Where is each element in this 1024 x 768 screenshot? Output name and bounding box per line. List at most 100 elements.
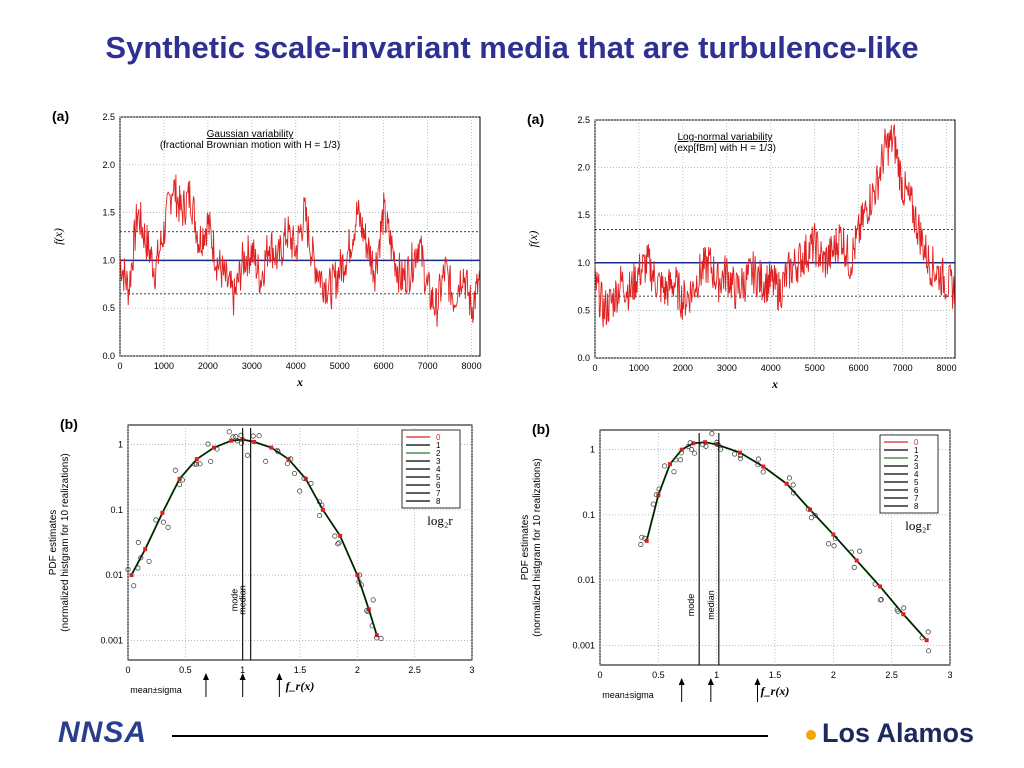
- data-point-marker: [925, 629, 931, 635]
- vline-label-mode: mode: [230, 589, 240, 612]
- data-point-marker: [138, 555, 144, 561]
- data-point-marker: [250, 433, 256, 439]
- data-point-marker: [332, 533, 338, 539]
- data-point-marker: [662, 463, 668, 469]
- data-point-marker: [901, 605, 907, 611]
- x-tick-label: 2000: [198, 361, 218, 371]
- data-point-red: [679, 447, 684, 452]
- y-axis-label: f(x): [51, 228, 65, 245]
- sigma-arrowhead: [239, 673, 246, 680]
- vline-label-median: median: [706, 590, 716, 620]
- y-tick-label: 0.1: [582, 510, 595, 520]
- y-axis-label: PDF estimates: [520, 515, 531, 581]
- x-tick-label: 1: [714, 670, 719, 680]
- x-tick-label: 3: [947, 670, 952, 680]
- data-point-marker: [760, 469, 766, 475]
- data-point-red: [303, 476, 308, 481]
- x-tick-label: 0.5: [179, 665, 192, 675]
- x-tick-label: 0.5: [652, 670, 665, 680]
- data-point-red: [831, 532, 836, 537]
- x-tick-label: 7000: [418, 361, 438, 371]
- data-point-marker: [153, 517, 159, 523]
- legend-label: 1: [436, 441, 441, 450]
- y-axis-label-sub: (normalized histgram for 10 realizations…: [532, 458, 543, 636]
- legend-label: 2: [914, 454, 919, 463]
- los-alamos-dot-icon: [806, 729, 816, 740]
- y-tick-label: 0.001: [572, 640, 595, 650]
- data-point-marker: [336, 540, 342, 546]
- x-axis-label: x: [296, 375, 303, 389]
- legend-label: 5: [436, 473, 441, 482]
- data-point-marker: [857, 548, 863, 554]
- data-point-red: [854, 558, 859, 563]
- data-point-red: [703, 440, 707, 445]
- data-point-marker: [831, 543, 837, 549]
- data-point-marker: [275, 449, 281, 455]
- data-point-marker: [656, 486, 662, 492]
- data-point-marker: [179, 477, 185, 483]
- x-tick-label: 0: [592, 363, 597, 373]
- x-tick-label: 3000: [717, 363, 737, 373]
- data-point-red: [177, 476, 182, 481]
- x-axis-label: f_r(x): [286, 679, 315, 693]
- data-point-marker: [805, 506, 811, 512]
- data-point-red: [691, 441, 696, 446]
- legend-label: 7: [914, 494, 919, 503]
- data-point-marker: [291, 470, 298, 477]
- legend-label: 8: [914, 502, 919, 511]
- legend-title: log₂r: [905, 518, 931, 533]
- x-tick-label: 7000: [893, 363, 913, 373]
- legend-title: log₂r: [427, 513, 453, 528]
- data-point-marker: [851, 564, 857, 570]
- footer-divider: [172, 735, 768, 737]
- data-point-marker: [671, 469, 677, 475]
- data-point-marker: [358, 582, 365, 588]
- data-point-marker: [365, 609, 371, 615]
- nnsa-logo: NNSA: [58, 716, 148, 749]
- data-point-red: [229, 438, 234, 443]
- data-point-marker: [786, 475, 792, 481]
- data-point-marker: [208, 458, 214, 464]
- data-point-marker: [192, 461, 198, 467]
- x-tick-label: 2: [831, 670, 836, 680]
- data-point-marker: [364, 608, 370, 614]
- data-point-marker: [653, 492, 659, 498]
- data-point-marker: [356, 579, 362, 585]
- slide-title: Synthetic scale-invariant media that are…: [105, 30, 919, 65]
- legend-label: 6: [436, 481, 441, 490]
- x-tick-label: 6000: [849, 363, 869, 373]
- y-tick-label: 2.0: [102, 160, 115, 170]
- x-tick-label: 2.5: [885, 670, 898, 680]
- data-point-marker: [872, 581, 878, 587]
- data-point-marker: [737, 455, 743, 462]
- legend-label: 1: [914, 446, 919, 455]
- y-tick-label: 1: [118, 440, 123, 450]
- vline-label-median: median: [238, 585, 248, 615]
- data-point-marker: [234, 438, 240, 444]
- data-point-marker: [197, 461, 203, 467]
- data-point-marker: [677, 457, 684, 463]
- sigma-arrowhead: [754, 678, 761, 685]
- x-tick-label: 1.5: [769, 670, 782, 680]
- annotation-subtitle: (exp[fBm] with H = 1/3): [674, 143, 776, 154]
- data-point-marker: [284, 461, 290, 467]
- x-tick-label: 2.5: [408, 665, 421, 675]
- data-point-red: [924, 638, 929, 643]
- data-point-marker: [687, 440, 693, 446]
- data-point-marker: [370, 597, 376, 603]
- y-tick-label: 0.001: [100, 635, 123, 645]
- panel-label: (b): [60, 416, 78, 432]
- data-point-marker: [812, 512, 818, 518]
- mean-sigma-label: mean±sigma: [130, 685, 181, 695]
- x-tick-label: 0: [125, 665, 130, 675]
- data-point-marker: [205, 441, 211, 447]
- data-point-marker: [172, 467, 178, 473]
- data-point-marker: [274, 447, 280, 453]
- plot-frame: [119, 116, 481, 357]
- y-tick-label: 1.0: [577, 258, 590, 268]
- legend-label: 8: [436, 497, 441, 506]
- x-tick-label: 8000: [462, 361, 482, 371]
- legend-label: 4: [914, 470, 919, 479]
- data-point-marker: [650, 501, 656, 507]
- panel-label: (a): [527, 111, 544, 127]
